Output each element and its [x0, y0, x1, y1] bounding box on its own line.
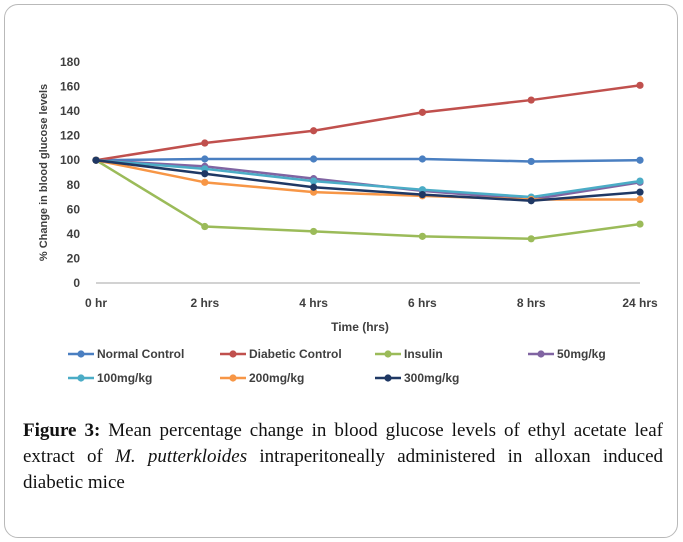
data-point [636, 156, 644, 164]
line-chart: % Change in blood glucose levels 0 20 40 60… [38, 55, 658, 385]
data-point [201, 170, 209, 178]
legend-item: Normal Control [68, 347, 184, 361]
legend-item: 300mg/kg [375, 371, 459, 385]
legend-label: Diabetic Control [249, 347, 342, 361]
y-tick-label: 80 [67, 178, 81, 192]
x-axis-title: Time (hrs) [331, 320, 389, 334]
data-point [418, 191, 426, 199]
y-axis-title: % Change in blood glucose levels [38, 84, 50, 261]
y-tick-label: 120 [60, 129, 80, 143]
data-point [418, 108, 426, 116]
y-tick-labels: 0 20 40 60 80 100 120 140 160 180 [60, 55, 80, 290]
data-point [92, 156, 100, 164]
data-point [636, 177, 644, 185]
data-point [310, 227, 318, 236]
series-line [95, 158, 641, 199]
data-point [201, 139, 209, 147]
y-tick-label: 0 [73, 276, 80, 290]
caption-text-before: Mean percentage change in blood glucose … [23, 420, 663, 467]
caption-label: Figure 3: [23, 420, 101, 441]
data-point [201, 178, 209, 186]
legend-label: 50mg/kg [557, 347, 606, 361]
x-tick-label: 4 hrs [299, 296, 328, 310]
legend-swatch-marker [77, 350, 85, 358]
legend-label: Insulin [404, 347, 443, 361]
data-point [636, 195, 644, 204]
data-point [527, 96, 535, 104]
legend-item: 100mg/kg [68, 371, 152, 385]
data-point [310, 155, 318, 163]
legend-swatch-marker [229, 350, 237, 358]
data-point [636, 81, 644, 89]
series-layer [92, 81, 644, 243]
legend-label: 200mg/kg [249, 371, 304, 385]
data-point [527, 235, 535, 243]
data-point [636, 188, 644, 196]
data-point [527, 157, 535, 166]
legend-swatch-marker [77, 374, 85, 382]
data-point [418, 155, 426, 163]
series-mg50 [92, 156, 644, 204]
legend-item: Diabetic Control [220, 347, 342, 361]
legend-item: Insulin [375, 347, 443, 361]
legend-item: 200mg/kg [220, 371, 304, 385]
y-tick-label: 100 [60, 153, 80, 167]
x-tick-label: 24 hrs [622, 296, 658, 310]
y-tick-label: 20 [67, 251, 81, 265]
data-point [310, 183, 318, 191]
figure-caption: Figure 3: Mean percentage change in bloo… [23, 418, 663, 496]
y-axis-title-text: % Change in blood glucose levels [38, 84, 50, 261]
x-tick-labels: 0 hr 2 hrs 4 hrs 6 hrs 8 hrs 24 hrs [85, 296, 658, 310]
legend-swatch-marker [384, 374, 392, 382]
series-diabetic-control [92, 81, 644, 164]
legend-label: Normal Control [97, 347, 184, 361]
data-point [310, 177, 318, 185]
x-tick-label: 8 hrs [517, 296, 546, 310]
series-mg300 [92, 156, 644, 205]
data-point [418, 232, 426, 240]
x-tick-label: 0 hr [85, 296, 107, 310]
legend-swatch-marker [537, 350, 545, 358]
legend-label: 300mg/kg [404, 371, 459, 385]
legend-swatch-marker [384, 350, 392, 358]
y-tick-label: 60 [67, 202, 81, 216]
caption-species: M. putterkloides [115, 446, 248, 467]
data-point [201, 155, 209, 163]
legend: Normal Control Diabetic Control Insulin 50m… [68, 347, 606, 385]
legend-item: 50mg/kg [528, 347, 606, 361]
y-tick-label: 160 [60, 80, 80, 94]
data-point [636, 220, 644, 228]
data-point [310, 127, 318, 135]
y-tick-label: 140 [60, 104, 80, 118]
series-line [95, 158, 641, 202]
series-line [95, 159, 641, 241]
caption-text-after: intraperitoneally administered in alloxa… [23, 446, 664, 493]
legend-swatch-marker [229, 374, 237, 382]
figure-frame [4, 4, 678, 538]
series-normal-control [92, 155, 644, 166]
y-tick-label: 40 [67, 227, 81, 241]
legend-label: 100mg/kg [97, 371, 152, 385]
series-line [95, 84, 641, 162]
series-line [95, 157, 641, 163]
y-tick-label: 180 [60, 55, 80, 69]
x-tick-label: 2 hrs [190, 296, 219, 310]
x-tick-label: 6 hrs [408, 296, 437, 310]
data-point [201, 222, 209, 231]
data-point [527, 197, 535, 205]
